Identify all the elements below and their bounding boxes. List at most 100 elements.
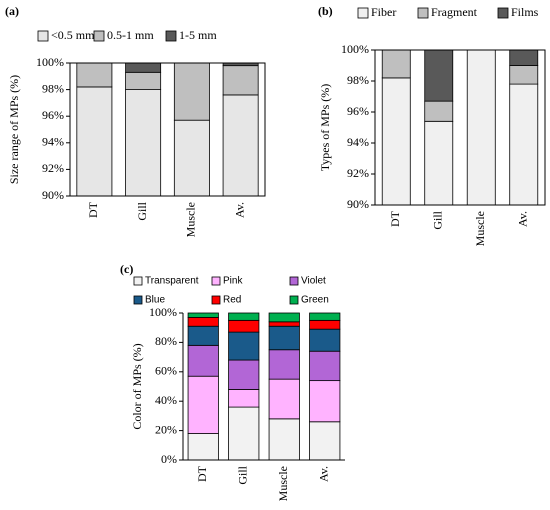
bar-segment (509, 49, 539, 66)
y-tick-label: 96% (347, 104, 369, 118)
y-tick-label: 0% (161, 452, 177, 466)
x-tick-label: Gill (236, 465, 250, 484)
bar-segment (187, 344, 219, 377)
legend-label: 0.5-1 mm (107, 28, 154, 42)
bar-segment (268, 418, 300, 461)
bar-segment (381, 77, 411, 206)
bar-segment (187, 317, 219, 327)
bar-segment (424, 49, 454, 102)
bar-segment (187, 375, 219, 434)
x-tick-label: DT (388, 210, 402, 227)
y-tick-label: 20% (155, 422, 177, 436)
bar-segment (309, 380, 341, 423)
legend-label: Fragment (431, 5, 478, 19)
bar-segment (309, 350, 341, 382)
x-tick-label: DT (86, 201, 100, 218)
legend-swatch (417, 7, 429, 19)
y-tick-label: 92% (42, 161, 64, 175)
legend-swatch (165, 30, 177, 42)
bar-segment (125, 71, 162, 90)
legend-label: Green (301, 295, 329, 306)
bar-segment (228, 312, 260, 321)
bar-segment (424, 120, 454, 206)
bar-segment (187, 325, 219, 346)
bar-segment (228, 319, 260, 333)
legend-label: 1-5 mm (179, 28, 217, 42)
bar-segment (509, 83, 539, 206)
bar-segment (424, 100, 454, 122)
panel-label: (c) (120, 262, 133, 276)
x-tick-label: Av. (232, 202, 246, 218)
legend-label: Pink (223, 276, 243, 287)
bar-segment (125, 62, 162, 73)
bar-segment (173, 119, 210, 197)
bar-segment (228, 331, 260, 361)
y-tick-label: 94% (347, 135, 369, 149)
x-tick-label: Av. (317, 466, 331, 482)
legend-swatch (37, 30, 49, 42)
bar-segment (268, 325, 300, 351)
plot-frame (374, 49, 546, 206)
bar-segment (309, 319, 341, 330)
bar-segment (228, 406, 260, 461)
y-tick-label: 90% (347, 197, 369, 211)
y-tick-label: 98% (347, 73, 369, 87)
panel-label: (b) (318, 4, 333, 18)
bar-segment (228, 389, 260, 408)
y-tick-label: 96% (42, 108, 64, 122)
legend-swatch (133, 276, 143, 286)
bar-segment (228, 359, 260, 390)
bar-segment (187, 433, 219, 461)
y-axis-label: Types of MPs (%) (318, 84, 332, 172)
legend: Transparent Pink Violet Blue Red Green (133, 276, 329, 306)
x-tick-label: Muscle (473, 211, 487, 246)
y-axis-label: Size range of MPs (%) (7, 75, 21, 184)
y-tick-label: 90% (42, 188, 64, 202)
bar-segment (222, 65, 259, 96)
legend-label: Violet (301, 276, 326, 287)
y-tick-label: 94% (42, 135, 64, 149)
bar-segment (187, 312, 219, 318)
legend-label: Fiber (371, 5, 396, 19)
legend-swatch (211, 295, 221, 305)
x-tick-label: DT (195, 465, 209, 482)
legend-swatch (133, 295, 143, 305)
bar-segment (309, 421, 341, 461)
legend-label: Blue (145, 295, 165, 306)
legend-swatch (289, 295, 299, 305)
x-tick-label: Muscle (276, 466, 290, 501)
bar-segment (268, 321, 300, 327)
legend-label: Transparent (145, 276, 199, 287)
legend-swatch (497, 7, 509, 19)
legend-swatch (211, 276, 221, 286)
bar-segment (76, 86, 113, 197)
y-axis-label: Color of MPs (%) (130, 343, 144, 429)
bar-segment (173, 62, 210, 121)
y-tick-label: 100% (149, 305, 177, 319)
panel-label: (a) (5, 4, 19, 18)
legend-label: <0.5 mm (51, 28, 95, 42)
bar-segment (268, 378, 300, 420)
y-tick-label: 100% (341, 42, 369, 56)
bar-segment (268, 349, 300, 380)
legend-swatch (93, 30, 105, 42)
panel: (c) Color of MPs (%) 0% 20% 40% 60% 80% 100% DT G… (120, 262, 345, 501)
legend-swatch (357, 7, 369, 19)
bar-segment (309, 328, 341, 352)
y-tick-label: 98% (42, 81, 64, 95)
bar-segment (125, 89, 162, 197)
y-tick-label: 92% (347, 166, 369, 180)
x-tick-label: Gill (431, 210, 445, 229)
y-tick-label: 60% (155, 364, 177, 378)
plot-frame (69, 62, 266, 197)
bar-segment (381, 49, 411, 79)
bar-segment (268, 312, 300, 323)
x-tick-label: Av. (516, 211, 530, 227)
bar-segment (466, 49, 496, 206)
x-tick-label: Muscle (184, 202, 198, 237)
y-tick-label: 100% (36, 55, 64, 69)
y-tick-label: 80% (155, 334, 177, 348)
legend: <0.5 mm 0.5-1 mm 1-5 mm (37, 28, 217, 42)
legend: Fiber Fragment Films (357, 5, 539, 19)
